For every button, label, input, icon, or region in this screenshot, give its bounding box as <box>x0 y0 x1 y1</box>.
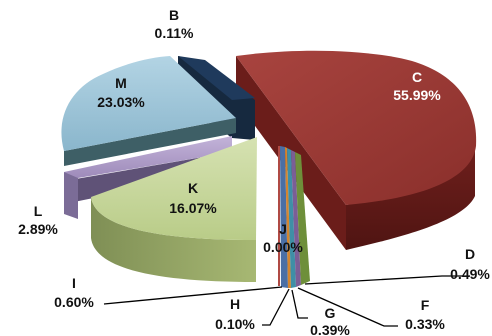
slice-m-top <box>61 56 237 151</box>
leader-lines <box>103 275 470 327</box>
label-g-name: G <box>325 305 336 321</box>
slice-g <box>287 148 296 288</box>
label-d-name: D <box>465 246 475 262</box>
label-h-value: 0.10% <box>215 316 255 332</box>
label-b-value: 0.11% <box>155 25 194 41</box>
slice-i <box>280 146 288 288</box>
slice-j <box>278 146 280 286</box>
slice-b-top <box>178 56 255 100</box>
slice-l-top <box>64 136 232 178</box>
label-f-name: F <box>421 297 430 313</box>
slice-f <box>291 150 301 287</box>
label-l-value: 2.89% <box>18 221 58 237</box>
label-d-value: 0.49% <box>450 266 490 282</box>
slice-c-top <box>236 50 477 205</box>
label-k-value: 16.07% <box>169 200 217 216</box>
label-f-value: 0.33% <box>405 316 445 332</box>
slice-d <box>295 152 310 285</box>
label-j-value: 0.00% <box>263 239 303 255</box>
label-c-name: C <box>412 69 422 85</box>
leader-g <box>291 289 308 319</box>
slice-c <box>236 50 477 250</box>
leader-i <box>103 286 283 305</box>
label-m-value: 23.03% <box>97 94 145 110</box>
label-c-value: 55.99% <box>393 87 441 103</box>
label-h-name: H <box>230 296 240 312</box>
leader-h <box>262 288 290 326</box>
slice-m-side <box>64 118 236 166</box>
slice-c-side <box>346 150 475 250</box>
label-g-value: 0.39% <box>310 322 350 336</box>
label-m-name: M <box>115 75 127 91</box>
slice-h <box>285 147 291 288</box>
label-k-name: K <box>188 180 198 196</box>
leader-d <box>304 275 470 285</box>
slice-k-side <box>91 197 256 282</box>
slice-labels: B 0.11% C 55.99% M 23.03% L 2.89% K 16.0… <box>18 7 490 336</box>
label-l-name: L <box>34 203 43 219</box>
small-slices <box>278 146 310 288</box>
slice-k-top <box>91 137 257 240</box>
label-i-name: I <box>72 275 76 291</box>
slice-m <box>61 56 237 166</box>
label-i-value: 0.60% <box>54 294 94 310</box>
slice-l-end <box>64 172 78 219</box>
leader-f <box>297 287 398 327</box>
slice-k <box>91 137 257 282</box>
label-j-name: J <box>279 221 287 237</box>
label-b-name: B <box>169 7 179 23</box>
